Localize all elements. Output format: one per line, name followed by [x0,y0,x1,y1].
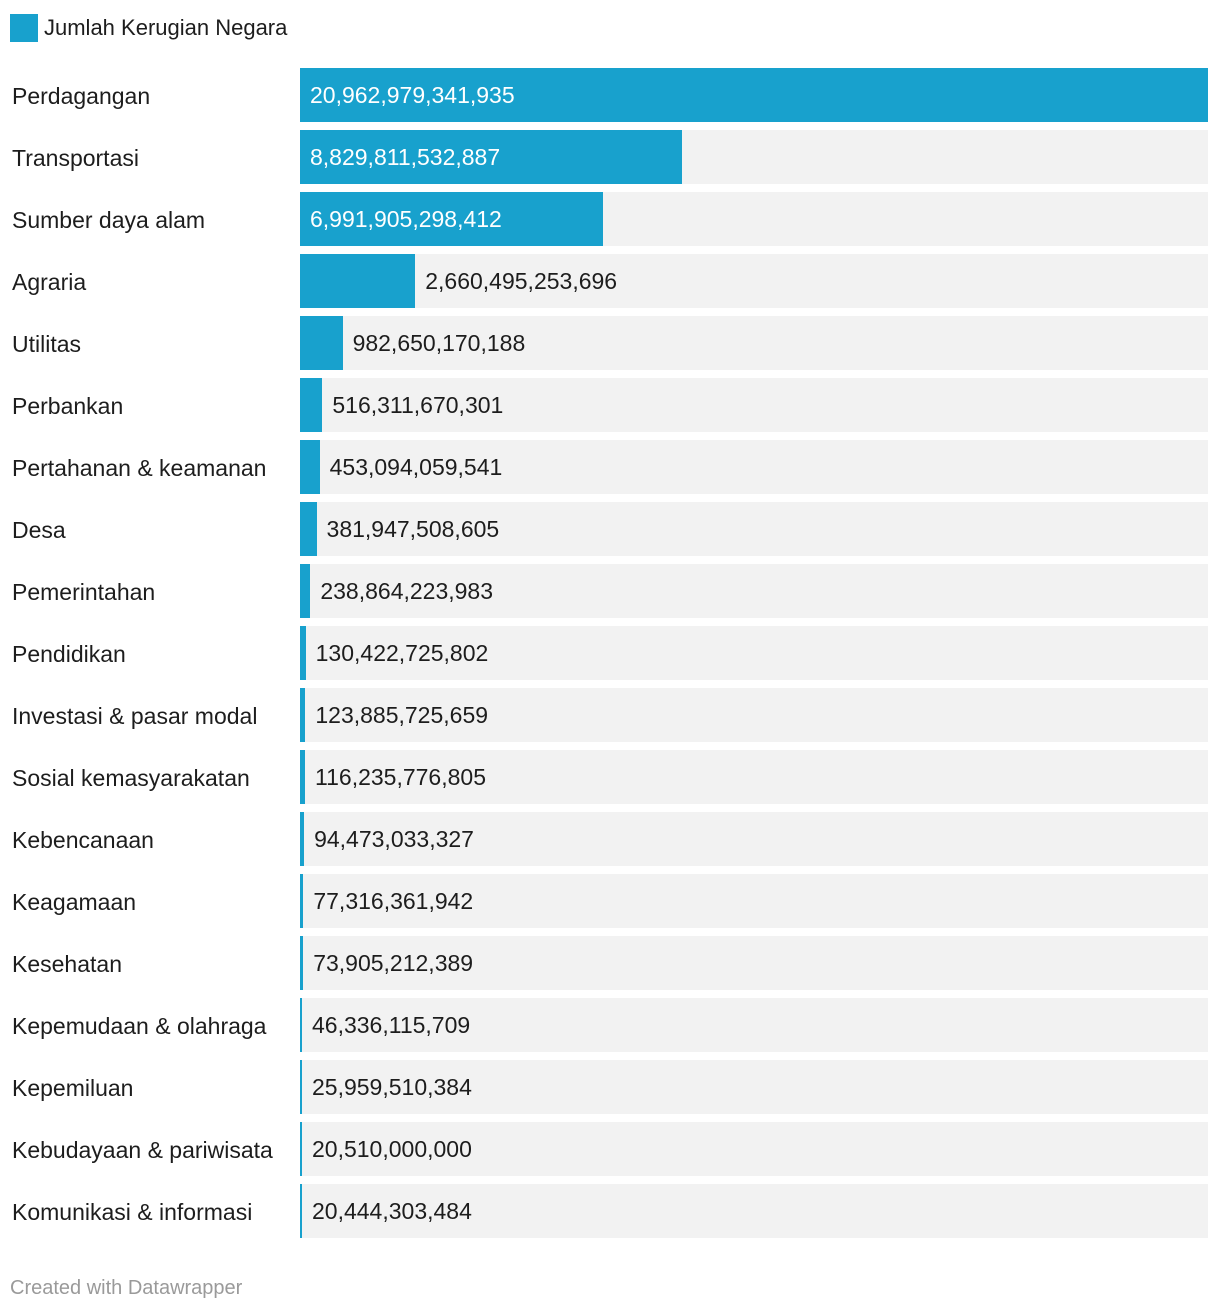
bar [300,130,683,184]
bar-track: 238,864,223,983 [300,564,1208,618]
value-label: 123,885,725,659 [315,702,489,728]
bar [300,1060,302,1114]
bar-row: Kepemudaan & olahraga 46,336,115,709 [0,998,1220,1052]
bar-row: Investasi & pasar modal 123,885,725,659 [0,688,1220,742]
value-label: 20,444,303,484 [312,1198,472,1224]
bar-track: 20,444,303,484 [300,1184,1208,1238]
category-label: Kebencanaan [12,827,154,853]
category-label: Sumber daya alam [12,207,206,233]
bar-row: Pendidikan 130,422,725,802 [0,626,1220,680]
bar [300,502,317,556]
category-label: Perbankan [12,393,124,419]
bar-row: Sosial kemasyarakatan 116,235,776,805 [0,750,1220,804]
bar-track: 116,235,776,805 [300,750,1208,804]
value-label: 77,316,361,942 [313,888,474,914]
bar-row: Agraria 2,660,495,253,696 [0,254,1220,308]
bar-track: 73,905,212,389 [300,936,1208,990]
bar-track: 130,422,725,802 [300,626,1208,680]
legend: Jumlah Kerugian Negara [10,14,287,42]
category-label: Pendidikan [12,641,126,667]
bar [300,750,306,804]
value-label: 130,422,725,802 [315,640,489,666]
bar [300,254,416,308]
bar-row: Kesehatan 73,905,212,389 [0,936,1220,990]
value-label: 2,660,495,253,696 [425,268,618,294]
bar-track: 982,650,170,188 [300,316,1208,370]
category-label: Kesehatan [12,951,122,977]
bar [300,192,603,246]
category-label: Kepemudaan & olahraga [12,1013,267,1039]
category-label: Perdagangan [12,83,151,109]
bar-row: Keagamaan 77,316,361,942 [0,874,1220,928]
bar [300,874,304,928]
category-label: Transportasi [12,145,139,171]
value-label: 453,094,059,541 [329,454,503,480]
category-label: Pertahanan & keamanan [12,455,267,481]
bar-track: 46,336,115,709 [300,998,1208,1052]
bar-track: 516,311,670,301 [300,378,1208,432]
value-label: 982,650,170,188 [352,330,526,356]
footer-credit: Created with Datawrapper [10,1277,243,1299]
bar-row: Transportasi 8,829,811,532,887 [0,130,1220,184]
bar [300,68,1208,122]
value-label: 116,235,776,805 [315,764,486,790]
value-label: 20,510,000,000 [312,1136,472,1162]
value-label: 73,905,212,389 [313,950,474,976]
value-label: 94,473,033,327 [314,826,474,852]
bar-row: Kebudayaan & pariwisata 20,510,000,000 [0,1122,1220,1176]
category-label: Kebudayaan & pariwisata [12,1137,273,1163]
bar [300,998,302,1052]
bar-track: 381,947,508,605 [300,502,1208,556]
bar-track: 94,473,033,327 [300,812,1208,866]
value-label: 25,959,510,384 [312,1074,472,1100]
value-label: 6,991,905,298,412 [310,206,502,232]
legend-swatch [10,14,38,42]
value-label: 46,336,115,709 [312,1012,471,1038]
bar-track: 8,829,811,532,887 [300,130,1208,184]
category-label: Investasi & pasar modal [12,703,258,729]
bar-track: 20,510,000,000 [300,1122,1208,1176]
bar [300,378,323,432]
category-label: Utilitas [12,331,82,357]
bar-row: Kebencanaan 94,473,033,327 [0,812,1220,866]
bar-row: Perbankan 516,311,670,301 [0,378,1220,432]
category-label: Agraria [12,269,87,295]
value-label: 381,947,508,605 [326,516,500,542]
category-label: Sosial kemasyarakatan [12,765,250,791]
bar-row: Sumber daya alam 6,991,905,298,412 [0,192,1220,246]
bar [300,626,306,680]
category-label: Pemerintahan [12,579,156,605]
bar-row: Perdagangan 20,962,979,341,935 [0,68,1220,122]
category-label: Komunikasi & informasi [12,1199,253,1225]
category-label: Keagamaan [12,889,137,915]
bar-row: Komunikasi & informasi 20,444,303,484 [0,1184,1220,1238]
value-label: 20,962,979,341,935 [310,82,515,108]
bar [300,688,306,742]
bar-track: 6,991,905,298,412 [300,192,1208,246]
bar-row: Pertahanan & keamanan 453,094,059,541 [0,440,1220,494]
legend-label: Jumlah Kerugian Negara [44,15,288,40]
bar-row: Desa 381,947,508,605 [0,502,1220,556]
bar [300,440,320,494]
bar-track: 123,885,725,659 [300,688,1208,742]
bar-track: 25,959,510,384 [300,1060,1208,1114]
bar [300,316,343,370]
bar [300,564,311,618]
bar-track: 77,316,361,942 [300,874,1208,928]
value-label: 8,829,811,532,887 [310,144,501,170]
bar-track: 453,094,059,541 [300,440,1208,494]
bar-row: Kepemiluan 25,959,510,384 [0,1060,1220,1114]
bar-row: Pemerintahan 238,864,223,983 [0,564,1220,618]
bar-track: 2,660,495,253,696 [300,254,1208,308]
category-label: Desa [12,517,66,543]
bar [300,936,304,990]
value-label: 238,864,223,983 [320,578,494,604]
bar-track: 20,962,979,341,935 [300,68,1208,122]
value-label: 516,311,670,301 [332,392,504,418]
bar [300,1122,302,1176]
category-label: Kepemiluan [12,1075,134,1101]
bar-row: Utilitas 982,650,170,188 [0,316,1220,370]
bar [300,812,305,866]
bar [300,1184,302,1238]
